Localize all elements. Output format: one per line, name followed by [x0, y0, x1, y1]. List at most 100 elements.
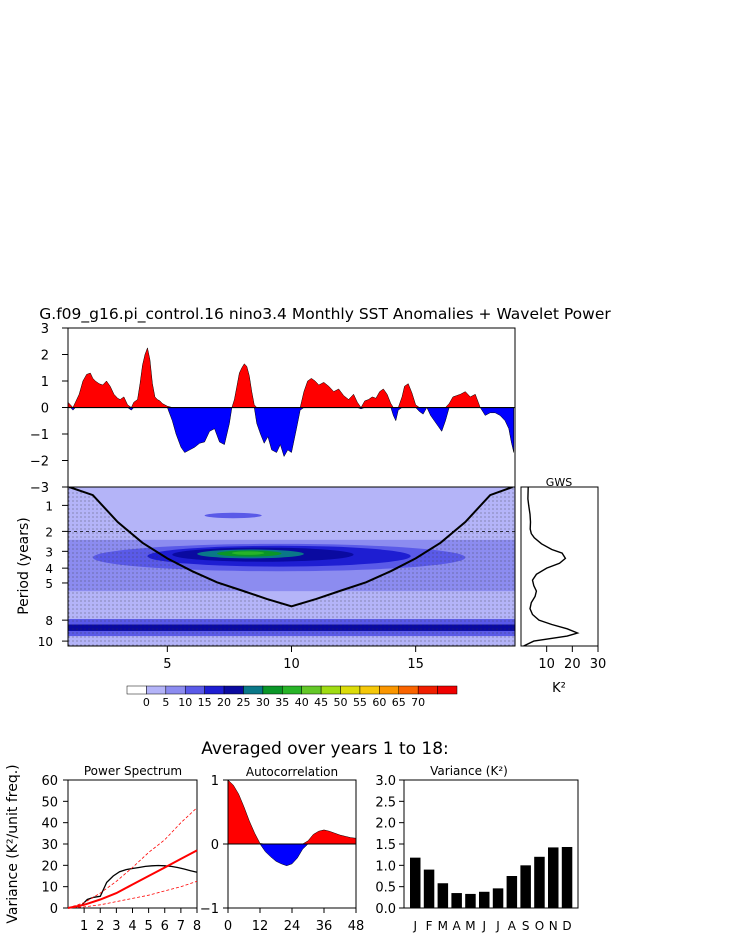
power-spectrum-y-label: Variance (K²/unit freq.): [5, 764, 21, 923]
wavelet-y-tick-label: 2: [45, 525, 53, 539]
timeseries-fill: [67, 346, 515, 458]
wavelet-x-tick-label: 15: [407, 657, 424, 672]
colorbar-swatch: [282, 685, 302, 695]
timeseries-y-tick-label: 1: [41, 375, 49, 390]
power-spectrum-y-tick-label: 60: [41, 774, 58, 789]
colorbar-swatch: [146, 685, 167, 695]
colorbar-swatch: [320, 685, 341, 695]
autocorrelation-y-tick-label: −1: [200, 902, 219, 917]
wavelet-y-tick-label: 8: [45, 614, 53, 628]
colorbar-swatch: [204, 685, 225, 695]
timeseries-panel: 3 2 1 0 −1 −2 −3: [30, 322, 516, 496]
gws-frame: [520, 486, 599, 647]
power-spectrum-x-tick-label: 8: [193, 919, 201, 934]
gws-title: GWS: [546, 476, 572, 489]
colorbar-swatch: [262, 685, 283, 695]
colorbar-label: 15: [198, 696, 212, 709]
power-spectrum-y-tick-label: 40: [41, 817, 58, 832]
power-spectrum-line: [67, 849, 198, 909]
timeseries-y-tick-label: 3: [41, 322, 49, 337]
autocorrelation-x-tick-label: 36: [316, 919, 333, 934]
variance-panel: Variance (K²) 0.00.51.01.52.02.53.0J F M A M…: [375, 764, 579, 933]
timeseries-y-tick-label: −3: [30, 481, 49, 496]
power-spectrum-panel: Power Spectrum 0 10 20 30 40 50 60 1 2 3 4 5 6 7 8 Var…: [5, 764, 201, 934]
autocorrelation-x-tick-label: 12: [252, 919, 269, 934]
power-spectrum-x-tick-label: 1: [80, 919, 88, 934]
gws-x-tick-label: 30: [590, 657, 607, 672]
variance-x-tick-label: F: [426, 919, 433, 933]
variance-bar: [479, 891, 490, 908]
figure-title: G.f09_g16.pi_control.16 nino3.4 Monthly …: [39, 305, 611, 324]
colorbar-label: 65: [392, 696, 406, 709]
variance-bar: [465, 893, 476, 908]
power-spectrum-x-tick-label: 2: [96, 919, 104, 934]
colorbar-label: 70: [411, 696, 425, 709]
colorbar-label: 55: [353, 696, 367, 709]
colorbar-label: 0: [143, 696, 150, 709]
gws-x-label: K²: [552, 681, 566, 696]
power-spectrum-y-tick-label: 50: [41, 795, 58, 810]
variance-x-tick-label: O: [535, 919, 544, 933]
wavelet-x-tick-label: 10: [283, 657, 300, 672]
cone-of-influence: [68, 487, 513, 608]
variance-bar: [534, 856, 545, 908]
variance-y-tick-label: 2.0: [375, 817, 396, 832]
variance-bar: [506, 876, 518, 908]
variance-x-tick-label: S: [522, 919, 530, 933]
variance-x-tick-label: D: [562, 919, 571, 933]
variance-axes: 0.00.51.01.52.02.53.0J F M A M J J A S O N D: [375, 774, 571, 933]
colorbar-swatch: [398, 685, 419, 695]
colorbar-label: 45: [314, 696, 328, 709]
colorbar-swatch: [165, 685, 186, 695]
variance-bar: [410, 857, 421, 908]
timeseries-y-tick-label: 2: [41, 349, 49, 364]
autocorrelation-fill: [227, 779, 357, 867]
autocorrelation-x-tick-label: 0: [224, 919, 232, 934]
gws-line: [523, 486, 580, 647]
power-spectrum-y-tick-label: 20: [41, 859, 58, 874]
power-spectrum-y-tick-label: 0: [50, 902, 58, 917]
autocorrelation-x-tick-label: 24: [284, 919, 301, 934]
colorbar-swatch: [340, 685, 361, 695]
gws-axes: 10 20 30: [538, 646, 606, 672]
timeseries-y-axis: 3 2 1 0 −1 −2 −3: [30, 322, 68, 496]
timeseries-positive-area: [67, 346, 514, 408]
variance-bars: [410, 846, 573, 908]
colorbar-swatch: [184, 685, 205, 695]
variance-y-tick-label: 3.0: [375, 774, 396, 789]
power-spectrum-frame: [67, 779, 198, 909]
colorbar-label: 5: [162, 696, 169, 709]
wavelet-y-tick-label: 10: [38, 635, 53, 649]
colorbar-swatch: [437, 685, 458, 695]
variance-x-tick-label: J: [412, 919, 417, 933]
wavelet-x-tick-label: 5: [163, 657, 171, 672]
wavelet-y-tick-label: 5: [45, 577, 53, 591]
colorbar-swatch: [359, 685, 380, 695]
variance-bar: [561, 846, 573, 908]
timeseries-y-tick-label: 0: [41, 402, 49, 417]
colorbar-label: 60: [372, 696, 386, 709]
variance-y-tick-label: 0.0: [375, 902, 396, 917]
autocorrelation-positive-area: [227, 779, 357, 845]
variance-bar: [520, 865, 531, 908]
colorbar-label: 10: [178, 696, 192, 709]
wavelet-y-tick-label: 1: [45, 499, 53, 513]
colorbar-swatch: [379, 685, 400, 695]
variance-title: Variance (K²): [430, 764, 508, 778]
colorbar-label: 25: [236, 696, 250, 709]
colorbar-label: 35: [275, 696, 289, 709]
summary-title: Averaged over years 1 to 18:: [201, 739, 449, 759]
colorbar: 0 5 10 15 20 25 30 35 40 45 50 55 60 65 70: [126, 685, 458, 709]
power-spectrum-title: Power Spectrum: [84, 764, 182, 778]
autocorrelation-axes: 1 0 −1 0 12 24 36 48: [200, 774, 364, 934]
autocorrelation-y-tick-label: 0: [211, 838, 219, 853]
variance-x-tick-label: A: [453, 919, 462, 933]
power-spectrum-x-tick-label: 7: [177, 919, 185, 934]
variance-x-tick-label: N: [549, 919, 558, 933]
autocorrelation-x-tick-label: 48: [348, 919, 365, 934]
variance-y-tick-label: 2.5: [375, 795, 396, 810]
colorbar-swatch: [243, 685, 264, 695]
timeseries-negative-area: [68, 406, 515, 458]
